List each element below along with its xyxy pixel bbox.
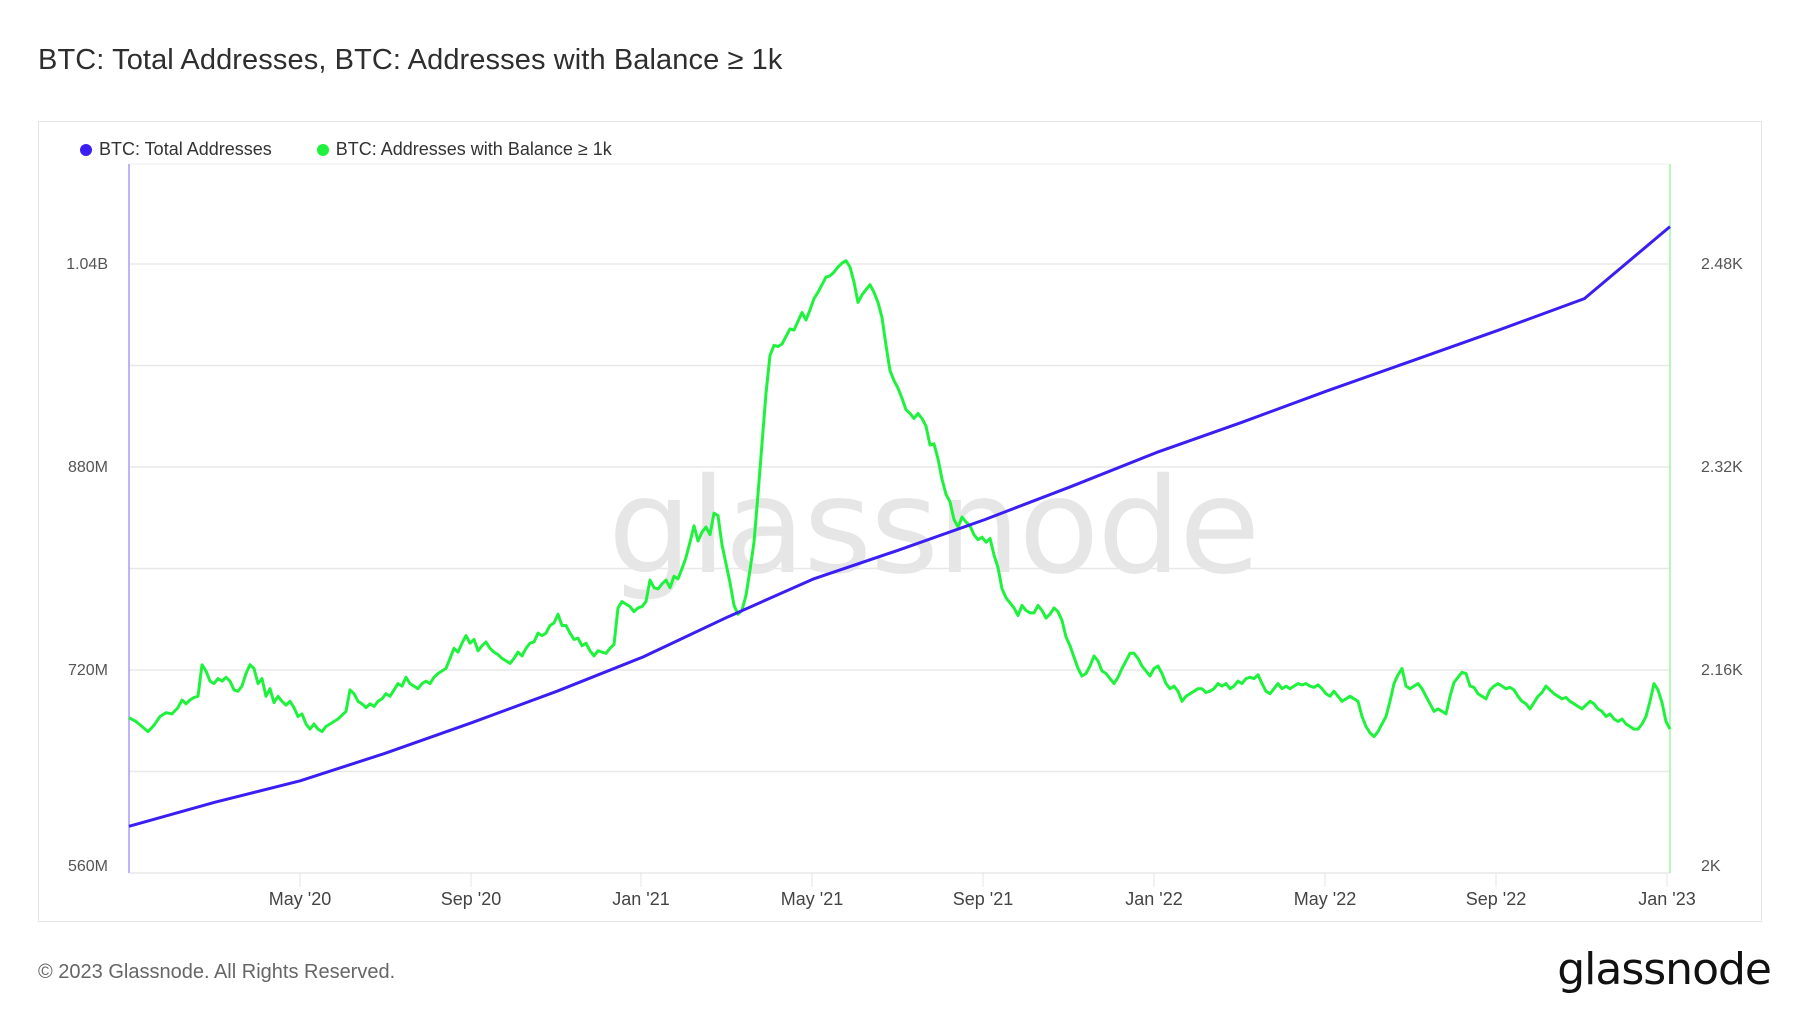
x-axis-tick: Sep '20 [440, 889, 502, 909]
x-axis-tick: May '20 [268, 889, 332, 909]
x-axis-tick: May '22 [1293, 889, 1357, 909]
legend-item-total-addresses[interactable]: BTC: Total Addresses [80, 139, 272, 160]
x-axis-tick: Sep '21 [952, 889, 1014, 909]
right-axis-tick: 2.48K [1701, 256, 1743, 273]
legend-dot-icon [316, 143, 329, 156]
left-axis-tick: 560M [67, 858, 108, 875]
x-axis-tick: Jan '21 [612, 889, 670, 909]
legend-item-balance-1k[interactable]: BTC: Addresses with Balance ≥ 1k [316, 139, 612, 160]
x-axis-tick: May '21 [780, 889, 844, 909]
gridlines [129, 163, 1670, 773]
left-axis-tick: 1.04B [66, 256, 108, 273]
legend-label: BTC: Total Addresses [99, 139, 272, 159]
right-axis-tick: 2K [1701, 858, 1721, 875]
series-balance-1k-line [128, 259, 1672, 739]
x-axis-tick: Sep '22 [1465, 889, 1527, 909]
chart-title: BTC: Total Addresses, BTC: Addresses wit… [38, 44, 783, 76]
left-axis-tick: 720M [67, 662, 108, 679]
x-axis-tick: Jan '23 [1638, 889, 1696, 909]
legend-label: BTC: Addresses with Balance ≥ 1k [335, 139, 612, 159]
chart-container [38, 121, 1762, 922]
copyright-text: © 2023 Glassnode. All Rights Reserved. [38, 961, 396, 983]
legend: BTC: Total Addresses BTC: Addresses with… [80, 139, 612, 160]
left-axis-tick: 880M [67, 459, 108, 476]
glassnode-logo[interactable]: glassnode [1557, 944, 1772, 995]
right-axis-tick: 2.16K [1701, 662, 1743, 679]
right-axis-tick: 2.32K [1701, 459, 1743, 476]
series-total-addresses-line [128, 225, 1671, 828]
x-tick-marks [299, 873, 1668, 887]
legend-dot-icon [80, 143, 92, 156]
x-axis-tick: Jan '22 [1125, 889, 1183, 909]
